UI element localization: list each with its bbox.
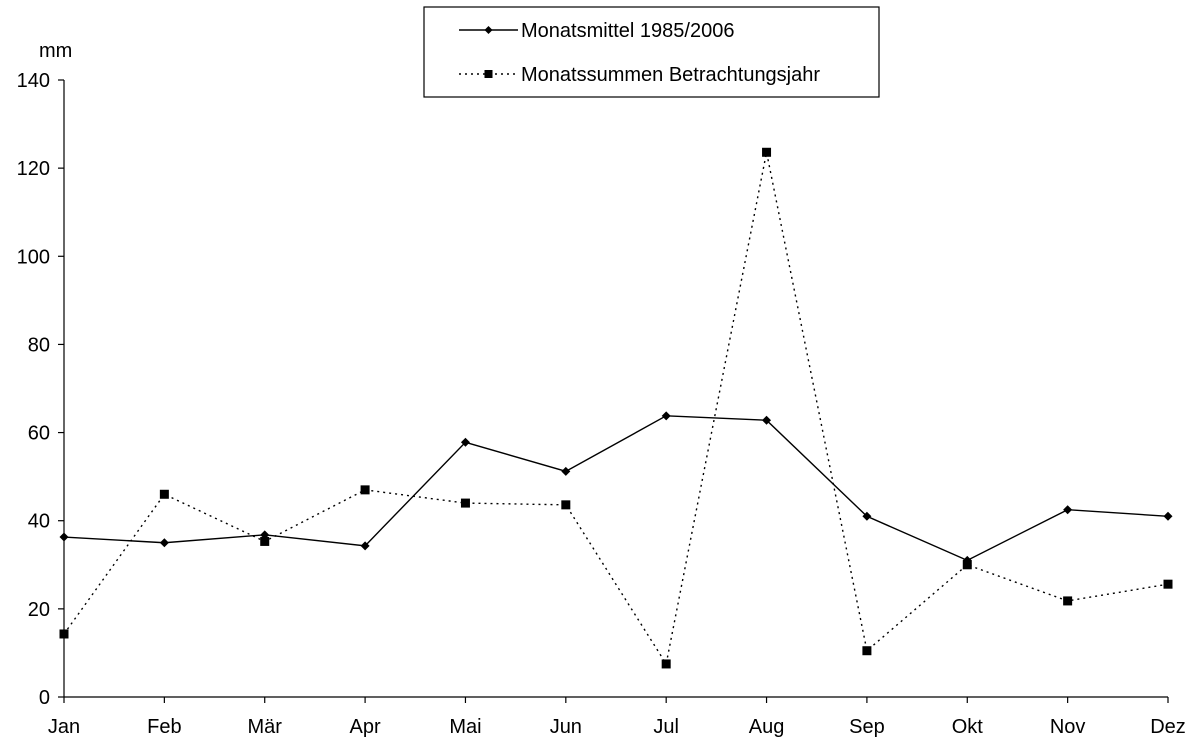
x-tick-label: Mai (449, 716, 481, 738)
y-tick-label: 20 (28, 599, 50, 621)
series-1-point (862, 511, 872, 521)
x-tick-label: Jul (653, 716, 679, 738)
series-2-point (460, 498, 470, 508)
legend-marker-series-1 (484, 26, 493, 34)
y-axis-ticks: 0 20 40 60 80 100 120 140 (17, 70, 64, 709)
y-tick-label: 60 (28, 423, 50, 445)
series-2-point (862, 646, 872, 656)
series-1-point (1163, 511, 1173, 521)
series-2-point (59, 629, 69, 639)
series-1-point (59, 532, 69, 542)
series-1-point (460, 437, 470, 447)
series-line-2 (63, 152, 1169, 666)
x-tick-label: Aug (749, 716, 785, 738)
series-2-point (360, 485, 370, 495)
series-1-point (561, 466, 571, 476)
legend-label-series-2: Monatssummen Betrachtungsjahr (521, 64, 820, 86)
series-1-point (661, 411, 671, 421)
legend-marker-series-2 (484, 70, 493, 78)
series-2-point (260, 536, 270, 546)
series-line-1 (63, 415, 1169, 562)
series-1-point (762, 415, 772, 425)
x-tick-label: Sep (849, 716, 885, 738)
series-2-point (1163, 579, 1173, 589)
series-2-point (159, 489, 169, 499)
y-tick-label: 40 (28, 511, 50, 533)
x-tick-label: Apr (350, 716, 381, 738)
y-axis-unit-label: mm (39, 40, 72, 62)
legend-box (423, 6, 880, 98)
series-2-point (962, 560, 972, 570)
y-tick-label: 80 (28, 334, 50, 356)
series-1-point (1063, 505, 1073, 515)
x-axis-ticks: Jan Feb Mär Apr Mai Jun Jul Aug Sep Okt Nov Dez (48, 697, 1186, 738)
series-2-point (1063, 596, 1073, 606)
y-tick-label: 140 (17, 70, 50, 92)
y-tick-label: 100 (17, 246, 50, 268)
x-tick-label: Dez (1150, 716, 1186, 738)
x-tick-label: Mär (248, 716, 283, 738)
x-tick-label: Jun (550, 716, 582, 738)
series-1-point (360, 541, 370, 551)
series-layer (59, 147, 1173, 669)
series-1-point (159, 538, 169, 548)
x-tick-label: Okt (952, 716, 984, 738)
y-tick-label: 0 (39, 687, 50, 709)
y-tick-label: 120 (17, 158, 50, 180)
series-2-point (561, 500, 571, 510)
x-tick-label: Feb (147, 716, 181, 738)
series-2-point (661, 659, 671, 669)
x-tick-label: Nov (1050, 716, 1086, 738)
legend: Monatsmittel 1985/2006 Monatssummen Betr… (423, 6, 880, 98)
x-tick-label: Jan (48, 716, 80, 738)
legend-label-series-1: Monatsmittel 1985/2006 (521, 20, 734, 42)
series-2-point (762, 147, 772, 157)
